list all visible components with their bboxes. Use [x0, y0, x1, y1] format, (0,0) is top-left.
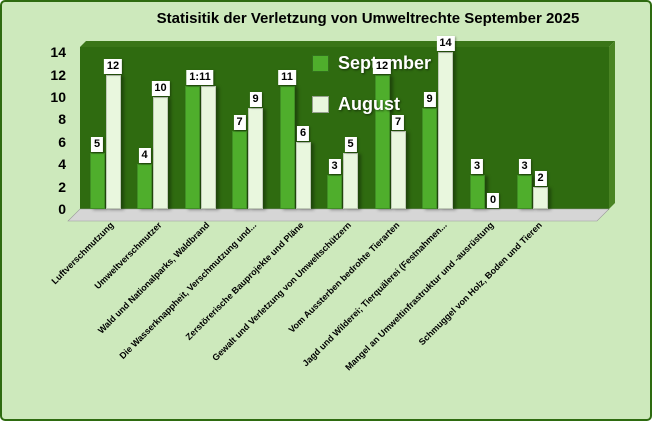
legend-swatch-september	[312, 54, 329, 72]
bar-august-6	[390, 130, 406, 209]
bar-value-label: 3	[328, 159, 341, 175]
legend: September August	[312, 52, 431, 134]
bar-september-3	[232, 130, 247, 209]
bar-september-2	[184, 85, 200, 209]
bar-value-label: 10	[151, 81, 170, 96]
legend-label-august: August	[338, 93, 400, 114]
y-axis-tick-label: 14	[50, 44, 66, 61]
y-axis-tick-label: 2	[58, 178, 66, 195]
bar-value-label: 14	[436, 36, 455, 52]
bar-value-label: 5	[344, 137, 357, 152]
y-axis-tick-label: 0	[58, 201, 66, 217]
bar-august-7	[438, 52, 453, 209]
bar-value-label: 4	[138, 148, 151, 164]
legend-item-august: August	[312, 93, 431, 115]
bar-value-label: 11	[278, 69, 296, 85]
bar-august-5	[343, 153, 358, 209]
bar-value-label: 7	[233, 114, 246, 130]
bar-value-label: 2	[534, 170, 547, 186]
bar-august-3	[248, 108, 263, 209]
bar-august-4	[295, 141, 311, 209]
legend-item-september: September	[312, 52, 431, 74]
y-axis-tick-label: 12	[50, 66, 66, 83]
bar-value-label: 3	[518, 159, 531, 175]
bar-september-7	[422, 108, 437, 209]
y-axis-tick-label: 4	[58, 156, 66, 173]
bar-value-label: 9	[249, 92, 262, 108]
bar-september-9	[517, 175, 532, 209]
bar-august-9	[533, 186, 548, 209]
bar-value-label: 0	[486, 193, 500, 208]
bar-september-0	[89, 153, 105, 209]
bar-september-8	[469, 175, 485, 209]
legend-swatch-august	[312, 95, 329, 113]
bar-value-label: 12	[103, 58, 123, 74]
bar-august-0	[105, 74, 121, 209]
bar-august-2	[200, 85, 216, 209]
bar-value-label: 12	[372, 58, 392, 74]
chart-3d-floor	[67, 208, 610, 222]
y-axis-tick-label: 8	[58, 111, 66, 128]
bar-august-1	[153, 97, 168, 209]
bar-value-label: 5	[90, 137, 104, 152]
bar-value-label: 9	[423, 92, 436, 108]
wall-side-edge	[609, 41, 615, 209]
y-axis-tick-label: 6	[58, 133, 66, 150]
chart-title: Statisitik der Verletzung von Umweltrech…	[156, 10, 580, 27]
bar-value-label: 3	[470, 159, 484, 175]
bar-value-label: 7	[391, 114, 405, 130]
y-axis-tick-label: 10	[50, 89, 66, 105]
bar-value-label: 6	[296, 125, 310, 141]
bar-september-5	[327, 175, 342, 209]
bar-value-label: 1:11	[186, 69, 214, 85]
bar-september-1	[137, 164, 152, 209]
bar-september-6	[374, 74, 390, 209]
bar-september-4	[279, 85, 295, 209]
